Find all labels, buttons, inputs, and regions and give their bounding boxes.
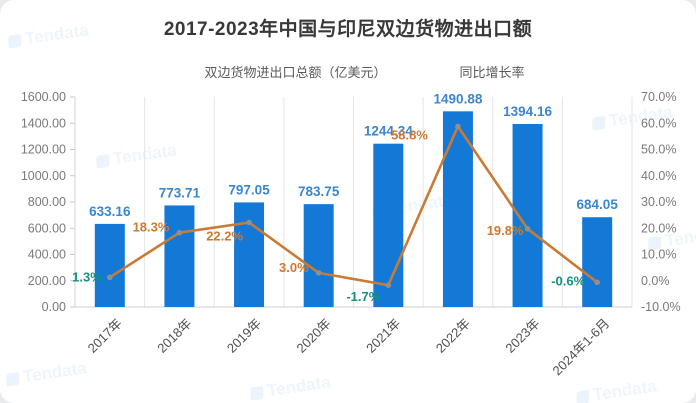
bar-2022年[interactable] (442, 111, 473, 308)
growth-rate-label: -0.6% (551, 273, 585, 288)
left-axis-tick-label: 1200.00 (21, 143, 66, 157)
right-axis-tick-label: 0.0% (641, 274, 670, 288)
left-axis-tick-label: 1600.00 (21, 90, 66, 104)
right-axis-tick-label: 20.0% (641, 221, 676, 235)
bar-2020年[interactable] (303, 204, 334, 307)
x-axis-category-label: 2019年 (224, 316, 264, 356)
legend-label-line-series: 同比增长率 (459, 65, 525, 80)
x-axis-category-label: 2018年 (154, 316, 194, 356)
bar-2024年1-6月[interactable] (582, 217, 613, 307)
bar-value-label: 783.75 (298, 184, 340, 199)
bar-2021年[interactable] (373, 143, 404, 307)
left-axis-tick-label: 1000.00 (21, 169, 66, 183)
left-axis-tick-label: 800.00 (28, 195, 66, 209)
bar-series-swatch-icon (171, 67, 197, 77)
x-axis-category-label: 2023年 (502, 316, 542, 356)
left-axis-tick-label: 600.00 (28, 221, 66, 235)
line-point-2021年[interactable] (385, 282, 392, 289)
right-axis-tick-label: -10.0% (641, 300, 681, 314)
x-axis-category-label: 2021年 (363, 316, 403, 356)
legend-item-bar-series[interactable]: 双边货物进出口总额（亿美元） (171, 62, 386, 81)
x-axis-category-label: 2020年 (294, 316, 334, 356)
x-axis-category-label: 2017年 (85, 316, 125, 356)
right-axis-tick-label: 30.0% (641, 195, 676, 209)
line-point-2022年[interactable] (455, 123, 461, 130)
bar-value-label: 1394.16 (503, 104, 552, 119)
right-axis-tick-label: 50.0% (641, 143, 676, 157)
growth-rate-label: 22.2% (206, 228, 243, 243)
bar-2017年[interactable] (94, 223, 125, 307)
line-point-2017年[interactable] (107, 274, 113, 281)
growth-rate-label: 1.3% (72, 269, 102, 284)
bar-value-label: 684.05 (577, 197, 619, 212)
left-axis-tick-label: 200.00 (28, 274, 66, 288)
chart-title: 2017-2023年中国与印尼双边货物进出口额 (163, 19, 533, 40)
growth-rate-line (108, 125, 599, 287)
legend-label-bar-series: 双边货物进出口总额（亿美元） (204, 65, 387, 80)
legend-item-line-series[interactable]: 同比增长率 (421, 62, 525, 81)
left-axis-tick-label: 1400.00 (21, 116, 66, 130)
right-axis-tick-label: 70.0% (641, 90, 676, 104)
growth-rate-label: -1.7% (346, 289, 380, 304)
growth-rate-label: 58.8% (391, 127, 428, 142)
line-point-2018年[interactable] (176, 229, 183, 236)
growth-rate-label: 18.3% (133, 220, 170, 235)
bar-value-label: 1490.88 (434, 91, 483, 106)
line-point-2024年1-6月[interactable] (594, 279, 600, 286)
left-axis-tick-label: 0.00 (42, 300, 66, 314)
line-point-2019年[interactable] (246, 219, 252, 226)
line-series-swatch-icon (421, 70, 453, 73)
right-axis-tick-label: 60.0% (641, 116, 676, 130)
growth-rate-label: 19.8% (487, 223, 524, 238)
bar-2019年[interactable] (234, 202, 265, 307)
bar-2018年[interactable] (164, 205, 195, 307)
right-axis-tick-label: 10.0% (641, 248, 676, 262)
bar-value-label: 1244.34 (364, 124, 413, 139)
bar-value-label: 773.71 (159, 185, 201, 200)
line-point-2023年[interactable] (524, 225, 531, 232)
legend: 双边货物进出口总额（亿美元） 同比增长率 (0, 62, 696, 81)
growth-rate-label: 3.0% (279, 260, 309, 275)
right-axis-tick-label: 40.0% (641, 169, 676, 183)
bar-value-label: 633.16 (89, 204, 131, 219)
left-axis-tick-label: 400.00 (28, 248, 66, 262)
line-point-2020年[interactable] (315, 270, 322, 276)
bar-value-label: 797.05 (228, 182, 270, 197)
x-axis-category-label: 2024年1-6月 (550, 316, 613, 379)
x-axis-category-label: 2022年 (433, 316, 473, 356)
